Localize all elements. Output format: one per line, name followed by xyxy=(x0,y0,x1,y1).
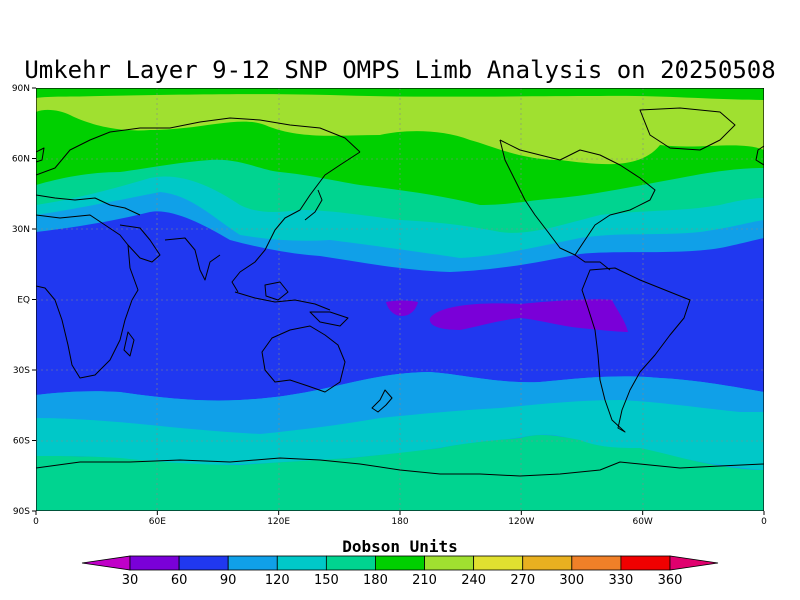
lon-tick-label: 60W xyxy=(632,517,652,527)
colorbar-label: 210 xyxy=(412,573,437,588)
lon-tick-label: 120W xyxy=(508,517,534,527)
coastline-borneo xyxy=(264,281,289,301)
colorbar-label: 330 xyxy=(608,573,633,588)
coastline-australia xyxy=(261,325,346,393)
colorbar-label: 120 xyxy=(265,573,290,588)
colorbar-segment xyxy=(178,555,229,571)
colorbar-over-arrow xyxy=(669,555,719,571)
colorbar-segment xyxy=(276,555,327,571)
band-150-180-sh xyxy=(36,434,764,511)
coastline-south-america xyxy=(581,267,691,433)
coastline-east-asia xyxy=(231,151,361,293)
colorbar-segment xyxy=(571,555,622,571)
coastline-britain-east xyxy=(755,145,764,166)
colorbar-label: 300 xyxy=(559,573,584,588)
map-area xyxy=(36,88,764,511)
lon-tick-label: 120E xyxy=(267,517,290,527)
coastline-arabia xyxy=(119,224,161,263)
colorbar-segment xyxy=(620,555,671,571)
colorbar-label: 240 xyxy=(461,573,486,588)
colorbar-segment xyxy=(424,555,475,571)
colorbar-label: 360 xyxy=(658,573,683,588)
colorbar-segment xyxy=(325,555,376,571)
colorbar-label: 180 xyxy=(363,573,388,588)
coastline-britain xyxy=(36,147,45,163)
coastline-japan xyxy=(304,189,323,221)
coastline-new-guinea xyxy=(309,311,349,327)
coastline-india xyxy=(164,237,221,281)
lat-tick-label: 60N xyxy=(12,155,30,165)
colorbar-label: 90 xyxy=(220,573,237,588)
colorbar: 30 60 90 120 150 180 210 240 270 300 330 360 xyxy=(81,555,719,588)
colorbar-segment xyxy=(129,555,180,571)
coastline-madagascar xyxy=(123,331,135,357)
coastline-indonesia xyxy=(234,291,331,311)
coastline-greenland xyxy=(639,107,736,151)
band-30-60-west xyxy=(386,300,418,316)
lon-tick-label: 0 xyxy=(761,517,767,527)
lon-tick-label: 0 xyxy=(33,517,39,527)
band-210-240 xyxy=(36,88,764,165)
coastline-na-west xyxy=(499,139,576,256)
band-90-120-sh xyxy=(36,372,764,433)
longitude-ticks: 0 60E 120E 180 120W 60W 0 xyxy=(33,511,767,527)
colorbar-label: 60 xyxy=(171,573,188,588)
lon-tick-label: 60E xyxy=(149,517,166,527)
lat-tick-label: EQ xyxy=(17,296,30,306)
lat-tick-label: 60S xyxy=(13,437,30,447)
coastline-europe xyxy=(36,194,141,216)
latitude-ticks: 90N 60N 30N EQ 30S 60S 90S xyxy=(12,84,36,517)
colorbar-segment xyxy=(227,555,278,571)
coastline-antarctica xyxy=(36,457,764,477)
band-30-60-central xyxy=(429,299,628,332)
coastline-new-zealand xyxy=(371,389,393,413)
lat-tick-label: 30S xyxy=(13,366,30,376)
lat-tick-label: 90S xyxy=(13,507,30,517)
coastline-eurasia-north xyxy=(36,117,361,176)
colorbar-under-arrow xyxy=(81,555,131,571)
colorbar-segment xyxy=(375,555,425,571)
lat-tick-label: 30N xyxy=(12,225,30,235)
colorbar-label: 270 xyxy=(510,573,535,588)
colorbar-title: Dobson Units xyxy=(342,537,458,556)
colorbar-segment xyxy=(473,555,524,571)
coastline-north-america xyxy=(499,139,656,271)
colorbar-label: 150 xyxy=(314,573,339,588)
colorbar-label: 30 xyxy=(122,573,139,588)
lat-tick-label: 90N xyxy=(12,84,30,94)
coastline-africa xyxy=(36,214,139,379)
chart-title: Umkehr Layer 9-12 SNP OMPS Limb Analysis… xyxy=(24,56,775,84)
lon-tick-label: 180 xyxy=(391,517,408,527)
coastlines xyxy=(36,107,764,477)
colorbar-segment xyxy=(522,555,573,571)
